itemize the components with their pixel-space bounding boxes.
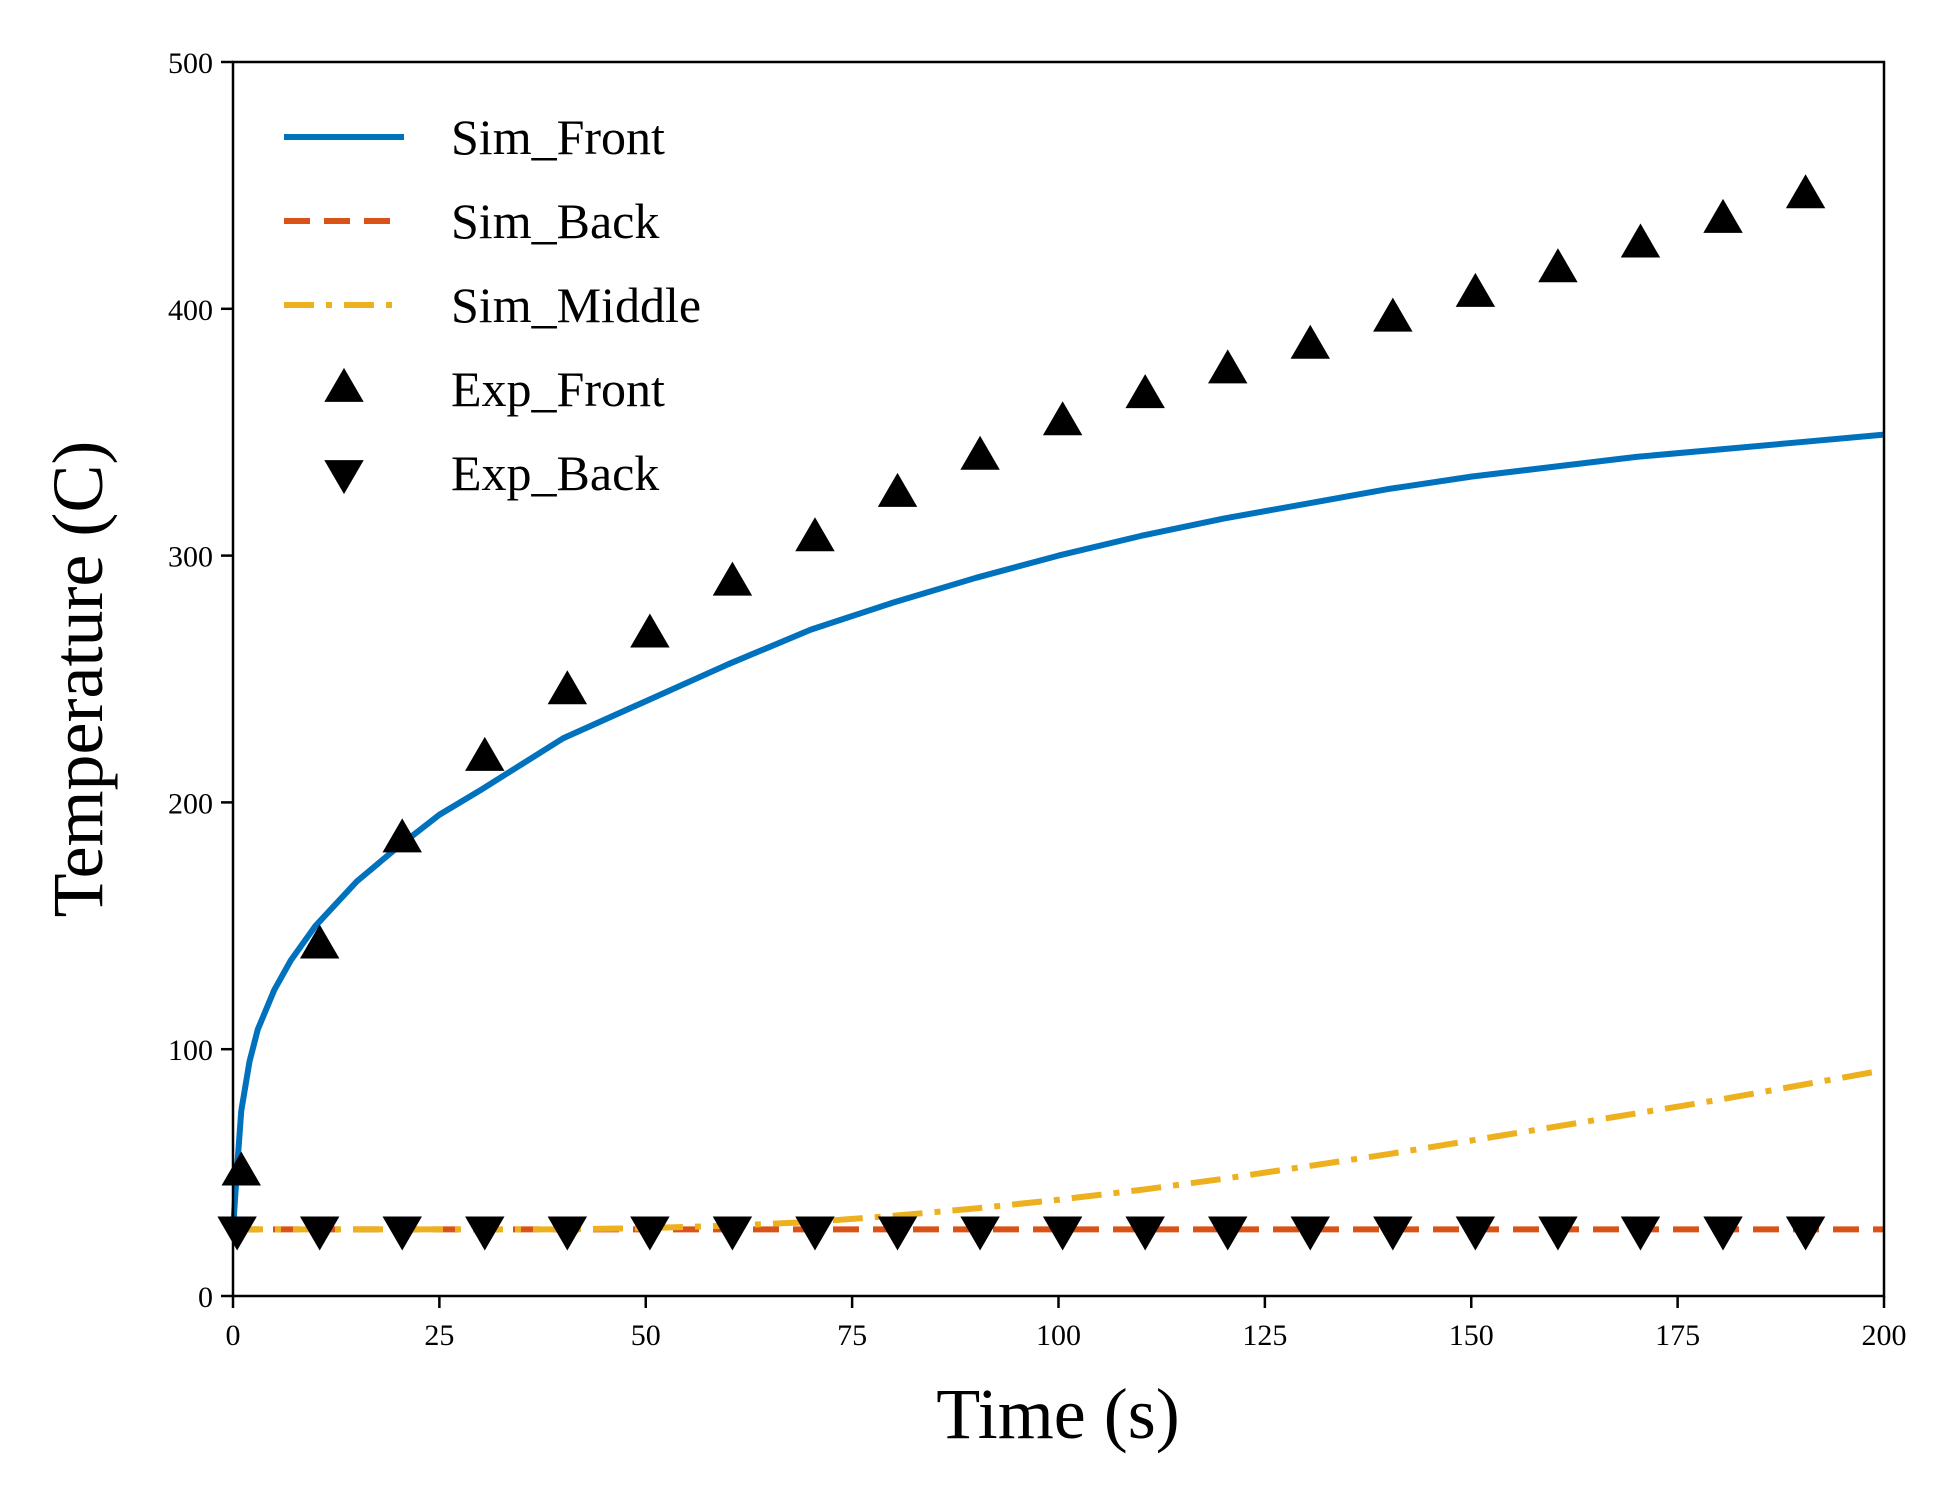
legend-label-sim-back: Sim_Back: [451, 193, 659, 249]
legend-label-exp-back: Exp_Back: [451, 445, 659, 501]
y-tick-label: 0: [198, 1281, 213, 1314]
x-tick-label: 150: [1449, 1319, 1494, 1352]
legend-label-sim-front: Sim_Front: [451, 109, 665, 165]
x-tick-label: 50: [631, 1319, 661, 1352]
y-axis-title: Temperature (C): [38, 441, 118, 918]
y-tick-label: 100: [168, 1034, 213, 1067]
legend-label-exp-front: Exp_Front: [451, 361, 665, 417]
x-tick-label: 75: [837, 1319, 867, 1352]
y-tick-label: 500: [168, 47, 213, 80]
x-tick-label: 25: [424, 1319, 454, 1352]
x-tick-label: 125: [1242, 1319, 1287, 1352]
x-tick-label: 175: [1655, 1319, 1700, 1352]
y-tick-label: 200: [168, 787, 213, 820]
y-tick-label: 400: [168, 294, 213, 327]
x-tick-label: 0: [226, 1319, 241, 1352]
y-tick-label: 300: [168, 541, 213, 574]
x-tick-label: 200: [1862, 1319, 1907, 1352]
x-axis-title: Time (s): [936, 1374, 1179, 1454]
legend-label-sim-middle: Sim_Middle: [451, 277, 701, 333]
x-tick-label: 100: [1036, 1319, 1081, 1352]
